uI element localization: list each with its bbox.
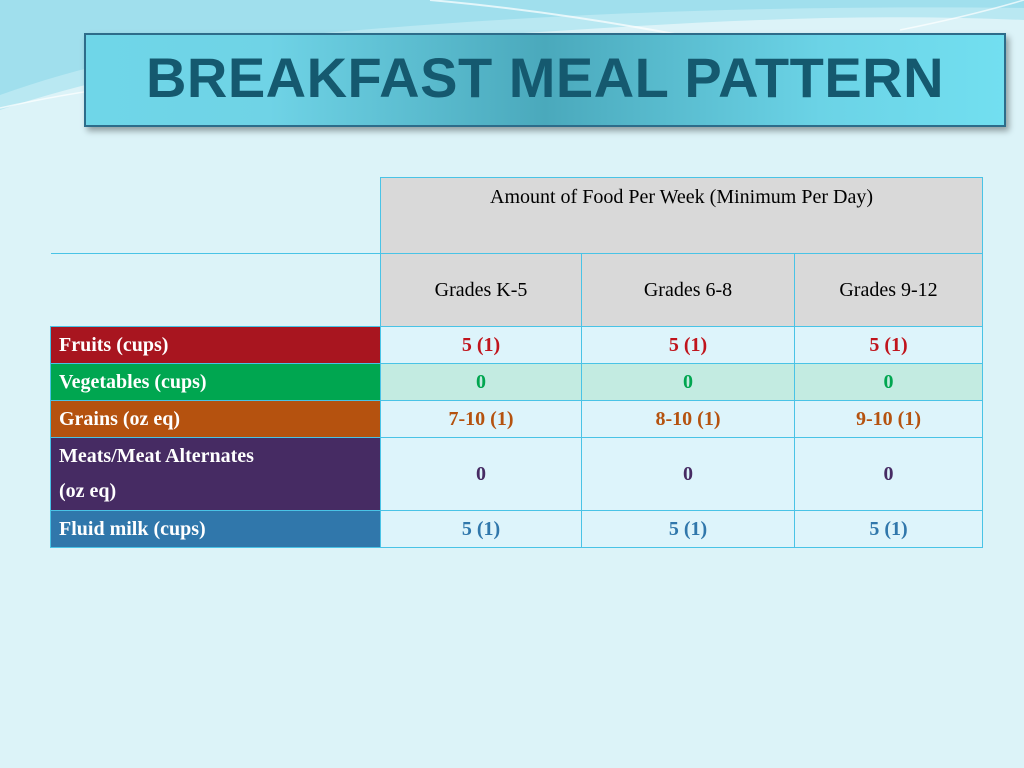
value-cell: 5 (1) [794,510,983,548]
category-meats-line2: (oz eq) [59,480,117,502]
slide-title: BREAKFAST MEAL PATTERN [145,45,945,109]
blank-label-cell [50,253,381,327]
title-banner: BREAKFAST MEAL PATTERN [84,33,1006,127]
table-header-row-1: Amount of Food Per Week (Minimum Per Day… [51,177,983,254]
category-vegetables: Vegetables (cups) [50,363,381,401]
value-cell: 5 (1) [794,326,983,364]
value-cell: 5 (1) [380,510,582,548]
value-cell: 0 [794,363,983,401]
value-cell: 0 [581,437,795,511]
value-cell: 0 [794,437,983,511]
category-fruits: Fruits (cups) [50,326,381,364]
grade-header-6-8: Grades 6-8 [581,253,795,327]
blank-corner-cell [51,178,381,254]
table-row: Meats/Meat Alternates (oz eq) 0 0 0 [50,437,983,511]
value-cell: 0 [581,363,795,401]
meal-pattern-table: Amount of Food Per Week (Minimum Per Day… [50,177,983,548]
category-meats: Meats/Meat Alternates (oz eq) [50,437,381,511]
category-grains: Grains (oz eq) [50,400,381,438]
value-cell: 9-10 (1) [794,400,983,438]
value-cell: 5 (1) [581,510,795,548]
category-milk: Fluid milk (cups) [50,510,381,548]
value-cell: 8-10 (1) [581,400,795,438]
grade-header-k5: Grades K-5 [380,253,582,327]
value-cell: 7-10 (1) [380,400,582,438]
value-cell: 5 (1) [380,326,582,364]
table-row: Fruits (cups) 5 (1) 5 (1) 5 (1) [50,326,983,364]
category-meats-line1: Meats/Meat Alternates [59,445,254,467]
table-row: Vegetables (cups) 0 0 0 [50,363,983,401]
table-header-row-2: Grades K-5 Grades 6-8 Grades 9-12 [50,253,983,327]
table-row: Grains (oz eq) 7-10 (1) 8-10 (1) 9-10 (1… [50,400,983,438]
table-row: Fluid milk (cups) 5 (1) 5 (1) 5 (1) [50,510,983,548]
value-cell: 5 (1) [581,326,795,364]
value-cell: 0 [380,437,582,511]
grade-header-9-12: Grades 9-12 [794,253,983,327]
amount-header: Amount of Food Per Week (Minimum Per Day… [380,177,983,254]
value-cell: 0 [380,363,582,401]
